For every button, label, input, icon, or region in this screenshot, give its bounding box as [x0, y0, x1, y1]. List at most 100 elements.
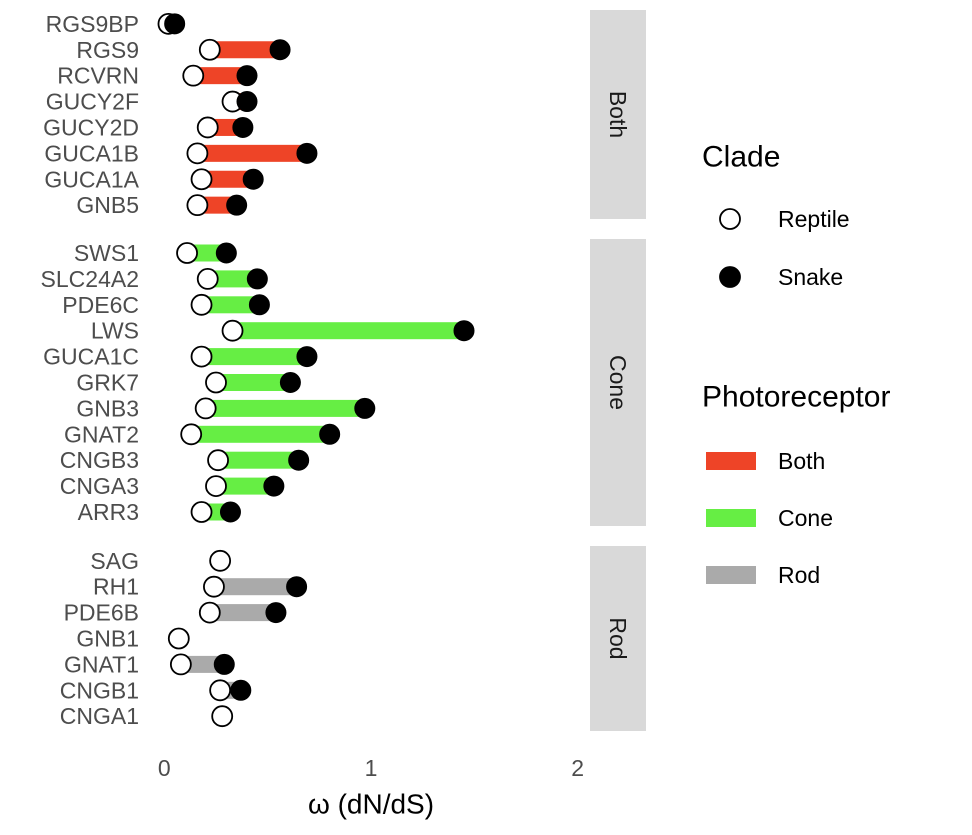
- reptile-key-icon: [719, 208, 741, 230]
- gene-row: PDE6C: [62, 292, 270, 318]
- gene-row: RGS9BP: [46, 11, 186, 37]
- gene-row: GUCA1B: [44, 140, 318, 166]
- snake-point: [453, 320, 475, 342]
- legend-title: Photoreceptor: [702, 381, 890, 414]
- reptile-point: [203, 575, 225, 598]
- snake-point: [296, 142, 318, 164]
- gene-label: ARR3: [78, 499, 139, 525]
- gene-label: GNB5: [76, 192, 139, 218]
- gene-label: PDE6C: [62, 292, 139, 318]
- x-tick-label: 1: [365, 755, 378, 781]
- omega-bar: [209, 41, 281, 59]
- snake-point: [164, 13, 186, 35]
- gene-row: RCVRN: [57, 63, 258, 89]
- reptile-point: [167, 627, 190, 650]
- gene-label: GUCA1B: [44, 140, 139, 166]
- omega-bar: [191, 425, 330, 443]
- x-axis: 0 1 2 ω (dN/dS): [158, 755, 584, 820]
- gene-row: GNAT2: [64, 421, 341, 447]
- strip-label: Both: [605, 91, 631, 138]
- snake-point: [226, 194, 248, 216]
- photoreceptor-key-swatch: [706, 566, 756, 584]
- omega-bar: [207, 270, 258, 288]
- gene-row: LWS: [91, 318, 475, 344]
- gene-label: CNGA1: [60, 703, 139, 729]
- legend-label: Rod: [778, 562, 820, 588]
- panel-both: Both RGS9BPRGS9RCVRNGUCY2FGUCY2DGUCA1BGUC…: [43, 10, 646, 219]
- snake-point: [288, 449, 310, 471]
- reptile-point: [169, 653, 192, 676]
- snake-point: [232, 116, 254, 138]
- omega-bar: [218, 451, 299, 469]
- reptile-point: [180, 423, 203, 446]
- strip-label: Rod: [605, 617, 631, 659]
- x-tick-label: 2: [571, 755, 584, 781]
- snake-point: [263, 475, 285, 497]
- snake-point: [354, 397, 376, 419]
- photoreceptor-legend: Photoreceptor Both Cone Rod: [702, 381, 890, 589]
- gene-label: GNAT1: [64, 651, 139, 677]
- gene-row: SAG: [90, 548, 232, 574]
- snake-point: [269, 39, 291, 61]
- omega-bar: [209, 604, 276, 622]
- reptile-point: [209, 549, 232, 572]
- gene-row: ARR3: [78, 499, 241, 525]
- snake-key-icon: [719, 266, 741, 288]
- reptile-point: [198, 601, 221, 624]
- gene-row: GUCA1A: [44, 166, 264, 192]
- x-tick-label: 0: [158, 755, 171, 781]
- reptile-point: [182, 64, 205, 87]
- snake-point: [242, 168, 264, 190]
- gene-row: GNB1: [76, 626, 190, 652]
- omega-bar: [193, 67, 247, 85]
- reptile-point: [221, 319, 244, 342]
- x-axis-title: ω (dN/dS): [308, 789, 434, 820]
- snake-point: [215, 242, 237, 264]
- snake-point: [319, 423, 341, 445]
- gene-row: CNGB3: [60, 447, 310, 473]
- snake-point: [286, 576, 308, 598]
- gene-row: RGS9: [76, 37, 291, 63]
- reptile-point: [194, 397, 217, 420]
- clade-legend: Clade Reptile Snake: [702, 141, 850, 291]
- reptile-point: [207, 449, 229, 472]
- strip-rod: [590, 546, 646, 731]
- gene-label: RGS9BP: [46, 11, 139, 37]
- snake-point: [265, 602, 287, 624]
- omega-bar: [232, 322, 464, 340]
- reptile-point: [205, 371, 227, 394]
- gene-row: SLC24A2: [41, 266, 268, 292]
- snake-point: [246, 268, 268, 290]
- reptile-point: [205, 475, 227, 498]
- reptile-point: [176, 242, 198, 264]
- gene-label: GUCA1C: [43, 344, 139, 370]
- omega-bar: [180, 655, 225, 673]
- legend: Clade Reptile Snake Photoreceptor Both Cone Ro…: [702, 141, 890, 589]
- gene-row: CNGA3: [60, 473, 285, 499]
- snake-point: [279, 372, 301, 393]
- photoreceptor-key-swatch: [706, 509, 756, 527]
- gene-row: GNB3: [76, 395, 376, 421]
- reptile-point: [190, 168, 213, 191]
- reptile-point: [190, 293, 213, 316]
- gene-row: RH1: [93, 574, 308, 600]
- reptile-point: [209, 679, 232, 702]
- panel-cone: Cone SWS1SLC24A2PDE6CLWSGUCA1CGRK7GNB3GNA…: [41, 239, 646, 526]
- omega-bar: [216, 477, 274, 495]
- gene-row: GUCY2F: [46, 89, 258, 115]
- gene-label: CNGB3: [60, 447, 139, 473]
- gene-row: GNB5: [76, 192, 248, 218]
- reptile-point: [211, 705, 234, 728]
- omega-bar: [213, 578, 297, 596]
- gene-label: SWS1: [74, 240, 139, 266]
- gene-row: GNAT1: [64, 651, 235, 677]
- gene-label: GUCY2F: [46, 89, 139, 115]
- omega-bar: [197, 144, 307, 162]
- gene-label: RGS9: [76, 37, 139, 63]
- reptile-point: [198, 38, 221, 61]
- snake-point: [248, 294, 270, 316]
- gene-label: GUCA1A: [44, 166, 139, 192]
- reptile-point: [196, 267, 219, 290]
- gene-label: CNGB1: [60, 677, 139, 703]
